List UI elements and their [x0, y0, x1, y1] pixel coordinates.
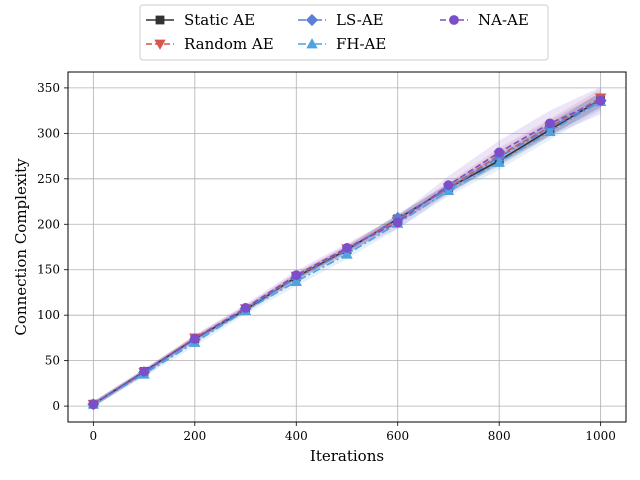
data-point: [392, 217, 403, 228]
y-tick-label: 0: [52, 399, 60, 413]
x-axis-label: Iterations: [310, 447, 384, 465]
data-point: [342, 243, 352, 253]
legend-marker: [306, 38, 318, 49]
legend-label: NA-AE: [478, 11, 529, 29]
legend-box: [139, 4, 549, 61]
data-point: [595, 95, 606, 106]
legend-marker: [154, 39, 166, 50]
legend: Static AE Random AE LS-AE FH-AE NA-AE: [139, 4, 549, 61]
legend-item: Static AE: [146, 11, 255, 29]
y-tick-label: 200: [37, 217, 60, 231]
data-point: [443, 180, 454, 191]
data-point: [290, 275, 302, 286]
x-tick-label: 600: [386, 429, 409, 443]
x-tick-label: 1000: [585, 429, 616, 443]
y-tick-label: 300: [37, 126, 60, 140]
legend-label: LS-AE: [336, 11, 384, 29]
x-tick-label: 400: [285, 429, 308, 443]
data-point: [88, 399, 99, 410]
y-axis-ticks: 0 50 100 150 200 250 300 350: [37, 81, 68, 413]
data-point: [494, 147, 505, 158]
data-point: [544, 125, 556, 136]
legend-item: FH-AE: [298, 35, 386, 53]
y-tick-label: 50: [45, 354, 60, 368]
legend-marker: [449, 15, 459, 25]
legend-item: Random AE: [146, 35, 274, 53]
x-axis-ticks: 0 200 400 600 800 1000: [90, 422, 616, 443]
data-point: [240, 303, 251, 313]
legend-item: LS-AE: [298, 11, 384, 29]
legend-marker: [155, 15, 165, 25]
data-point: [139, 366, 149, 377]
x-tick-label: 0: [90, 429, 98, 443]
x-tick-label: 200: [183, 429, 206, 443]
legend-label: Static AE: [184, 11, 255, 29]
legend-label: Random AE: [184, 35, 274, 53]
data-point: [545, 118, 555, 129]
legend-marker: [305, 13, 319, 27]
y-tick-label: 100: [37, 308, 60, 322]
legend-item: NA-AE: [440, 11, 529, 29]
data-point: [442, 184, 455, 196]
series-lines: [87, 93, 607, 411]
data-point: [189, 333, 200, 344]
y-tick-label: 350: [37, 81, 60, 95]
series-5: [88, 95, 606, 410]
data-point: [493, 156, 505, 167]
data-point: [291, 270, 302, 281]
y-tick-label: 250: [37, 172, 60, 186]
y-tick-label: 150: [37, 263, 60, 277]
x-tick-label: 800: [488, 429, 511, 443]
plot-frame: [67, 71, 627, 423]
data-point: [341, 248, 353, 259]
legend-label: FH-AE: [336, 35, 386, 53]
y-axis-label: Connection Complexity: [12, 158, 30, 336]
